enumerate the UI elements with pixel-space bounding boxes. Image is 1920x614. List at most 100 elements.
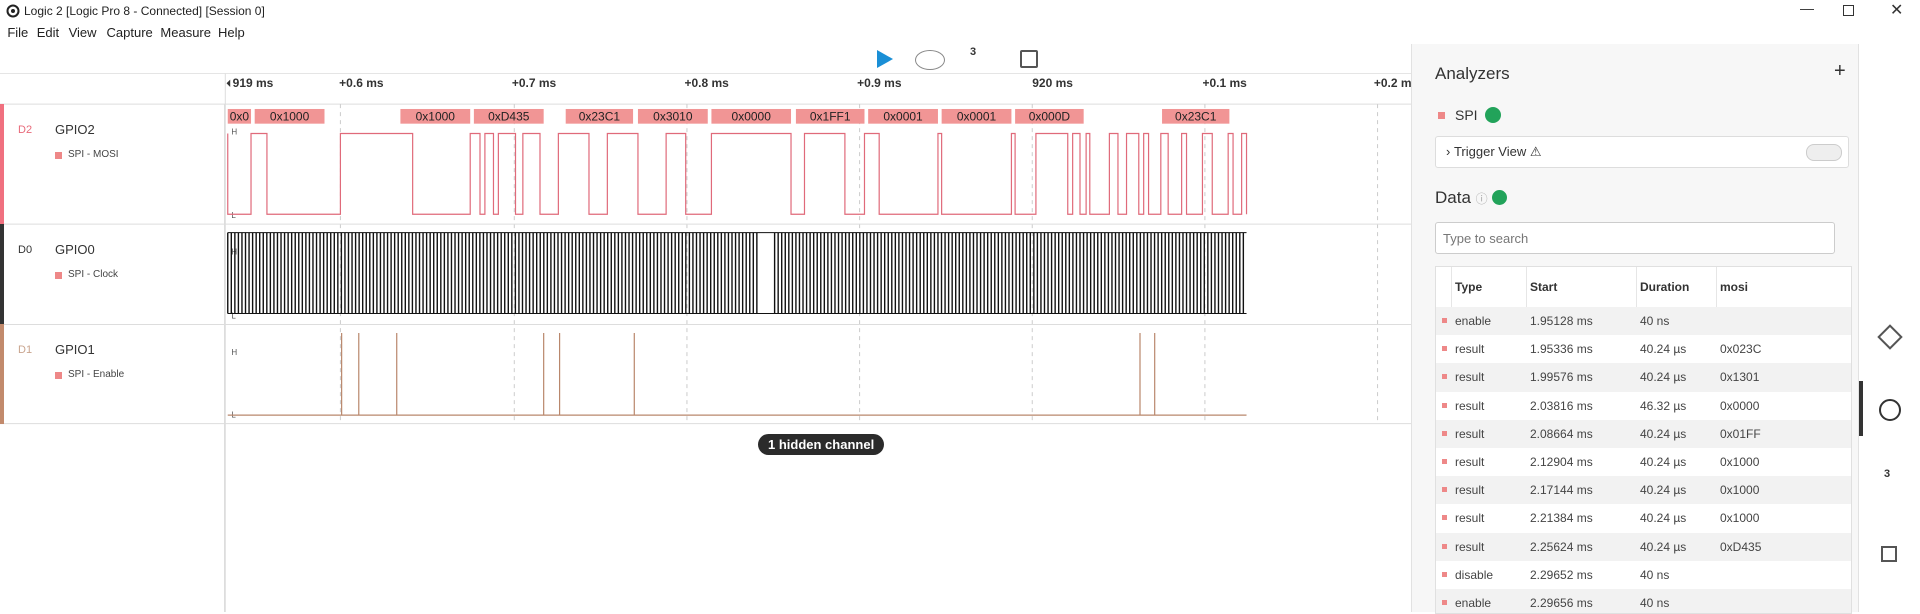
analyzer-status — [1485, 107, 1501, 123]
table-cell: 40.24 µs — [1640, 455, 1687, 469]
analyzers-panel: Analyzers + SPI › Trigger View ⚠ Data ⓘ … — [1411, 44, 1858, 614]
decoded-frame — [227, 108, 252, 124]
menu-item[interactable]: Capture — [106, 25, 153, 40]
menu-item[interactable]: Measure — [160, 25, 211, 40]
table-cell: result — [1455, 455, 1485, 469]
table-cell: 40 ns — [1640, 567, 1670, 582]
decoded-frame — [473, 108, 544, 124]
row-marker — [1442, 346, 1447, 352]
ruler-label: +0.7 ms — [512, 76, 557, 90]
analyzer-name[interactable]: SPI — [1455, 107, 1478, 123]
table-cell: disable — [1455, 567, 1494, 582]
decoded-frame — [565, 108, 634, 124]
table-row[interactable] — [1436, 419, 1851, 448]
ruler-label: +0.6 ms — [339, 76, 384, 90]
column-header[interactable]: Duration — [1640, 280, 1690, 294]
table-cell: 40.24 µs — [1640, 426, 1687, 441]
table-cell: 1.95128 ms — [1530, 314, 1593, 328]
analyzer-label: SPI - Clock — [68, 269, 119, 281]
trigger-view-label: › Trigger View ⚠ — [1446, 144, 1542, 159]
minimize[interactable]: — — [1800, 0, 1814, 16]
analyzer-label: SPI - Enable — [68, 369, 125, 381]
channel-name[interactable]: GPIO1 — [55, 342, 95, 358]
channel-name[interactable]: GPIO2 — [55, 122, 95, 138]
enable-wave — [227, 333, 1247, 416]
decoded-frame — [637, 108, 708, 124]
decoded-frame — [868, 108, 938, 124]
measurements-tab[interactable]: 3 — [1884, 468, 1891, 480]
table-row[interactable] — [1436, 560, 1851, 589]
table-row[interactable] — [1436, 335, 1851, 364]
search-box[interactable]: Type to search — [1435, 222, 1835, 254]
decoded-label: 0x1FF1 — [810, 110, 851, 124]
ruler-label: +0.2 ms — [1374, 76, 1411, 90]
waveform-area: 919 ms +0.6 ms +0.7 ms +0.8 ms +0.9 ms 920 ms… — [0, 72, 1411, 612]
table-row[interactable] — [1436, 363, 1851, 392]
menu-bar: File Edit View Capture Measure Help — [0, 22, 1920, 44]
row-marker — [1442, 543, 1447, 549]
markers-tab[interactable] — [1881, 546, 1897, 562]
table-cell: 2.08664 ms — [1530, 426, 1593, 441]
table-cell: 40.24 µs — [1640, 370, 1687, 385]
row-marker — [1442, 374, 1447, 380]
decoded-frame — [400, 108, 471, 124]
decoded-frame — [711, 108, 792, 124]
table-cell: 2.29652 ms — [1530, 567, 1593, 582]
table-row[interactable] — [1436, 504, 1851, 533]
decoded-label: 0x3010 — [653, 110, 693, 124]
table-cell: 2.12904 ms — [1530, 455, 1593, 469]
table-cell: 1.99576 ms — [1530, 370, 1593, 385]
channel-name[interactable]: GPIO0 — [55, 242, 95, 258]
toggle[interactable] — [1806, 144, 1842, 161]
menu-item[interactable]: Help — [217, 25, 245, 40]
decoded-frame — [1162, 108, 1230, 124]
table-row[interactable] — [1436, 448, 1851, 477]
table-row[interactable] — [1436, 476, 1851, 505]
row-marker — [1442, 571, 1447, 577]
table-cell: 0x01FF — [1720, 426, 1761, 441]
trigger-button[interactable] — [915, 50, 945, 70]
column-header[interactable]: Type — [1455, 280, 1483, 294]
marker-button[interactable] — [1020, 50, 1038, 68]
table-row[interactable] — [1436, 589, 1851, 613]
hidden-channels[interactable]: 1 hidden channel — [758, 434, 885, 455]
table-row[interactable] — [1436, 391, 1851, 420]
extensions-tab[interactable] — [1879, 399, 1901, 421]
chevron: › — [1446, 144, 1454, 159]
column-header[interactable]: mosi — [1720, 280, 1749, 294]
add-analyzer[interactable]: + — [1834, 60, 1846, 82]
decoded-label: 0x0 — [230, 110, 250, 124]
channel-id: D0 — [18, 244, 33, 257]
ruler-arrow — [226, 79, 231, 87]
decoded-frame — [795, 108, 865, 124]
table-row[interactable] — [1436, 532, 1851, 561]
menu-item[interactable]: File — [7, 25, 29, 40]
decoded-label: 0x0001 — [957, 110, 997, 124]
active-tab-indicator — [1859, 381, 1863, 436]
window-title: Logic 2 [Logic Pro 8 - Connected] [Sessi… — [24, 4, 265, 18]
title-bar: Logic 2 [Logic Pro 8 - Connected] [Sessi… — [0, 0, 1920, 22]
table-cell: enable — [1455, 596, 1492, 610]
row-marker — [1442, 515, 1447, 521]
analyzer-swatch — [1438, 112, 1445, 119]
close[interactable]: ✕ — [1890, 2, 1904, 19]
analyzers-tab[interactable] — [1877, 324, 1903, 350]
channel-panel: D2 GPIO2 SPI - MOSI D0 GPIO0 SPI - Clock D1 GPI… — [0, 104, 225, 612]
analyzers-title: Analyzers — [1435, 64, 1510, 83]
maximize[interactable] — [1843, 5, 1854, 16]
table-cell: 0x1000 — [1720, 455, 1760, 469]
row-marker — [1442, 487, 1447, 493]
menu-item[interactable]: View — [68, 25, 97, 40]
search-placeholder: Type to search — [1443, 231, 1529, 246]
level-low: L — [231, 211, 236, 220]
clock-wave — [227, 232, 1245, 314]
trigger-view[interactable]: › Trigger View ⚠ — [1435, 136, 1849, 168]
menu-item[interactable]: Edit — [36, 25, 60, 40]
column-header[interactable]: Start — [1530, 280, 1558, 294]
start-button[interactable] — [873, 48, 895, 70]
table-cell: result — [1455, 539, 1485, 554]
measure-count[interactable]: 3 — [970, 46, 977, 58]
table-row[interactable] — [1436, 307, 1851, 336]
table-cell: 2.29656 ms — [1530, 596, 1593, 610]
